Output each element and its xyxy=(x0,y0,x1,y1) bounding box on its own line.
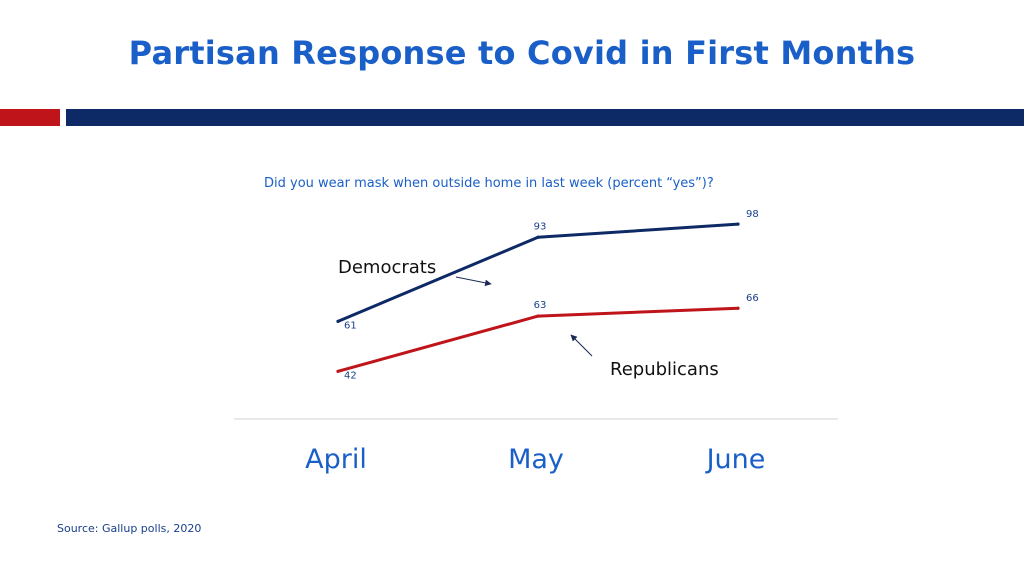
republicans-arrow xyxy=(570,334,593,357)
data-point-democrats-0 xyxy=(336,319,340,323)
data-point-democrats-1 xyxy=(536,235,540,239)
data-label-democrats-0: 61 xyxy=(344,320,357,331)
data-label-democrats-1: 93 xyxy=(534,221,547,232)
data-point-republicans-1 xyxy=(536,314,540,318)
data-point-democrats-2 xyxy=(736,222,740,226)
data-label-democrats-2: 98 xyxy=(746,209,759,220)
data-label-republicans-0: 42 xyxy=(344,370,357,381)
data-point-republicans-0 xyxy=(336,369,340,373)
x-tick-label-april: April xyxy=(305,444,367,475)
data-label-republicans-2: 66 xyxy=(746,293,759,304)
accent-bar-red xyxy=(0,109,60,126)
x-tick-label-june: June xyxy=(705,444,766,475)
accent-bar-navy xyxy=(66,109,1024,126)
series-label-republicans: Republicans xyxy=(610,359,719,380)
x-tick-label-may: May xyxy=(508,444,564,475)
source-note: Source: Gallup polls, 2020 xyxy=(57,522,202,535)
data-point-republicans-2 xyxy=(736,306,740,310)
slide-title: Partisan Response to Covid in First Mont… xyxy=(128,34,916,72)
democrats-arrow xyxy=(455,276,492,287)
data-label-republicans-1: 63 xyxy=(534,300,547,311)
chart-title: Did you wear mask when outside home in l… xyxy=(264,176,714,191)
series-label-democrats: Democrats xyxy=(338,257,436,278)
